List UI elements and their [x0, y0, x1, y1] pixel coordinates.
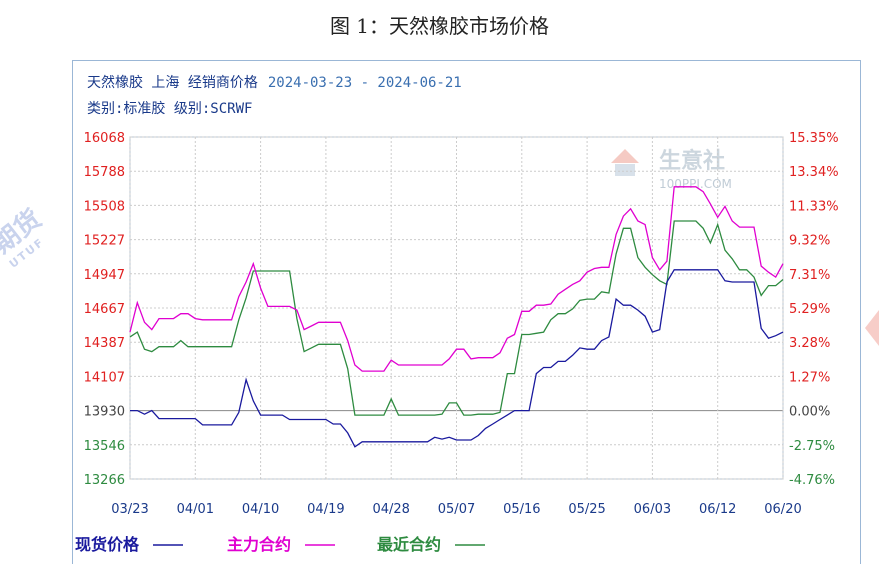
- chart-legend: 现货价格 主力合约 最近合约: [75, 535, 485, 554]
- left-tick-label: 14107: [84, 370, 125, 385]
- right-tick-label: 15.35%: [789, 131, 839, 146]
- right-tick-label: 0.00%: [789, 405, 830, 420]
- x-tick-label: 06/12: [699, 502, 736, 517]
- watermark-logo-icon: [611, 149, 639, 163]
- left-tick-label: 15227: [84, 234, 125, 249]
- legend-label-main: 主力合约: [227, 535, 291, 554]
- left-tick-label: 15788: [84, 165, 125, 180]
- right-tick-label: 7.31%: [789, 268, 830, 283]
- chart-grid: [129, 136, 784, 480]
- right-tick-label: 9.32%: [789, 234, 830, 249]
- x-tick-label: 04/10: [242, 502, 279, 517]
- left-tick-label: 13930: [84, 405, 125, 420]
- right-axis-ticks: 15.35% 13.34% 11.33% 9.32% 7.31% 5.29% 3.28% 1.…: [789, 131, 839, 488]
- right-edge-arrow-icon: [865, 310, 879, 346]
- x-tick-label: 05/16: [503, 502, 540, 517]
- chart-title: 天然橡胶 上海 经销商价格 2024-03-23 - 2024-06-21: [87, 74, 462, 91]
- chart-title-prefix: 天然橡胶 上海 经销商价格: [87, 74, 258, 91]
- x-tick-label: 06/03: [634, 502, 671, 517]
- legend-label-near: 最近合约: [377, 535, 441, 554]
- left-watermark: 期货 UTUF: [0, 199, 56, 271]
- watermark-logo-base: [615, 164, 635, 176]
- left-tick-label: 15508: [84, 199, 125, 214]
- chart-date-range: 2024-03-23 - 2024-06-21: [268, 75, 462, 91]
- x-tick-label: 04/28: [372, 502, 409, 517]
- price-chart: 天然橡胶 上海 经销商价格 2024-03-23 - 2024-06-21 类别:…: [75, 74, 839, 554]
- left-tick-label: 13266: [84, 473, 125, 488]
- x-axis-ticks: 03/23 04/01 04/10 04/19 04/28 05/07 05/16 05/25…: [111, 502, 801, 517]
- series-line-near: [129, 220, 784, 416]
- right-tick-label: -2.75%: [789, 439, 835, 454]
- right-tick-label: 11.33%: [789, 199, 839, 214]
- right-tick-label: -4.76%: [789, 473, 835, 488]
- figure-caption: 图 1：天然橡胶市场价格: [329, 14, 550, 38]
- watermark: 生意社 100PPI.COM: [611, 148, 732, 191]
- left-axis-ticks: 16068 15788 15508 15227 14947 14667 14387 14107…: [84, 131, 125, 488]
- x-tick-label: 05/25: [568, 502, 605, 517]
- right-tick-label: 1.27%: [789, 370, 830, 385]
- watermark-brand: 生意社: [659, 148, 725, 174]
- x-tick-label: 06/20: [764, 502, 801, 517]
- x-tick-label: 05/07: [438, 502, 475, 517]
- right-tick-label: 3.28%: [789, 336, 830, 351]
- left-tick-label: 16068: [84, 131, 125, 146]
- chart-panel: 天然橡胶 上海 经销商价格 2024-03-23 - 2024-06-21 类别:…: [72, 60, 861, 564]
- chart-lines: [129, 186, 784, 448]
- series-line-spot: [130, 269, 784, 448]
- left-tick-label: 13546: [84, 439, 125, 454]
- right-tick-label: 13.34%: [789, 165, 839, 180]
- chart-subtitle: 类别:标准胶 级别:SCRWF: [87, 100, 252, 117]
- series-line-main: [129, 186, 784, 372]
- x-tick-label: 04/01: [177, 502, 214, 517]
- left-tick-label: 14667: [84, 302, 125, 317]
- x-tick-label: 03/23: [111, 502, 148, 517]
- left-tick-label: 14947: [84, 268, 125, 283]
- x-tick-label: 04/19: [307, 502, 344, 517]
- legend-label-spot: 现货价格: [75, 535, 140, 554]
- right-tick-label: 5.29%: [789, 302, 830, 317]
- left-tick-label: 14387: [84, 336, 125, 351]
- watermark-site: 100PPI.COM: [659, 177, 732, 191]
